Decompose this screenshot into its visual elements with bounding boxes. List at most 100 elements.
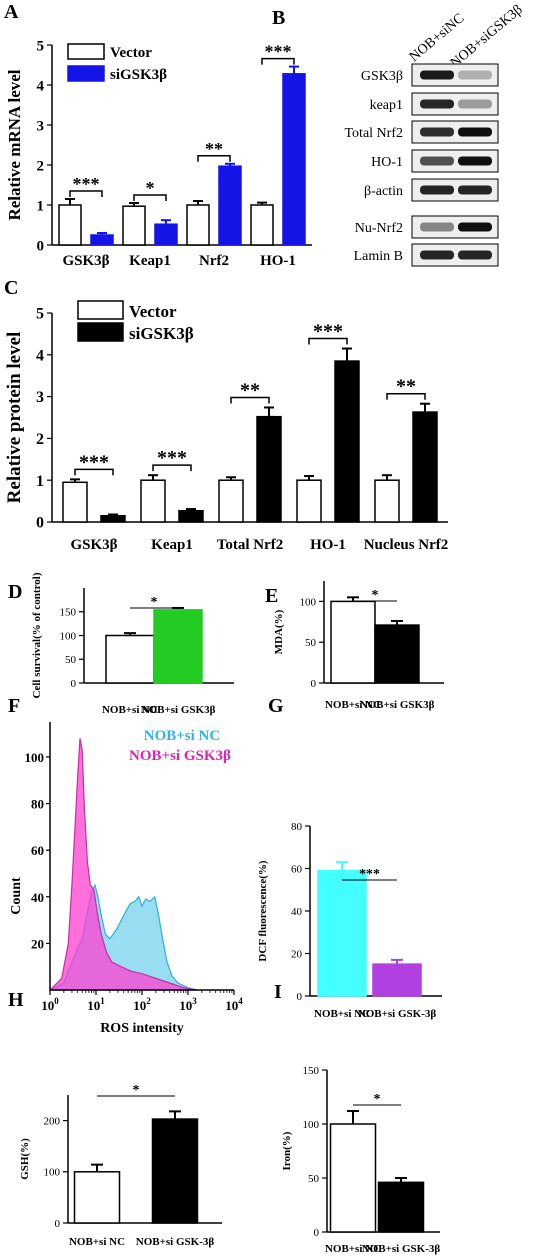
- y-tick-label: 100: [60, 630, 77, 642]
- category-label: HO-1: [260, 253, 296, 269]
- y-tick-label: 0: [55, 1218, 61, 1230]
- y-tick-label: 0: [37, 238, 45, 254]
- category-label: NOB+si NC: [69, 1236, 125, 1248]
- y-tick-label: 3: [36, 389, 44, 406]
- y-tick-label: 4: [37, 78, 45, 94]
- blot-row-label: β-actin: [364, 184, 403, 199]
- significance-bracket: [197, 155, 231, 162]
- category-label: Nrf2: [199, 253, 229, 269]
- band-sigsk3b: [458, 127, 492, 137]
- si-bar: [90, 234, 114, 246]
- band-sigsk3b: [458, 222, 492, 232]
- si-bar: [154, 223, 178, 246]
- y-tick-label: 0: [297, 991, 303, 1003]
- si-bar: [178, 509, 204, 523]
- y-tick-label: 1: [36, 473, 44, 490]
- y-tick-label: 40: [31, 890, 44, 905]
- significance-stars: ***: [79, 451, 109, 473]
- blot-row-label: HO-1: [371, 155, 403, 170]
- y-axis-title: Iron(%): [281, 1131, 293, 1170]
- category-label: NOB+si NC: [325, 1243, 381, 1255]
- blot-column-label: NOB+siGSK3β: [448, 2, 526, 71]
- y-tick-label: 100: [300, 596, 317, 608]
- y-tick-label: 2: [37, 158, 45, 174]
- y-tick-label: 100: [303, 1119, 320, 1131]
- y-axis-title: Count: [9, 877, 24, 915]
- y-tick-label: 60: [31, 843, 44, 858]
- x-tick-label: 101: [87, 996, 105, 1013]
- y-tick-label: 5: [37, 38, 45, 54]
- x-axis-title: ROS intensity: [100, 1021, 184, 1036]
- category-label: GSK3β: [70, 537, 117, 553]
- blot-strip: [411, 120, 499, 144]
- y-tick-label: 3: [37, 118, 45, 134]
- significance-stars: **: [240, 379, 260, 401]
- y-axis-title: MDA(%): [273, 609, 285, 654]
- knockdown-bar: [151, 1118, 199, 1224]
- knockdown-bar: [372, 963, 422, 997]
- protein-bar-chart: 0 1 2 3 4 5 Relative protein level GSK3β *** Keap…: [4, 300, 449, 553]
- panel-letter-d: D: [8, 581, 22, 603]
- vector-bar: [374, 479, 400, 523]
- vector-bar: [218, 479, 244, 523]
- band-sigsk3b: [458, 250, 492, 260]
- control-bar: [329, 1123, 377, 1233]
- significance-stars: *: [133, 1083, 140, 1098]
- panel-letter-i: I: [274, 981, 282, 1003]
- legend-label: Vector: [110, 45, 152, 61]
- category-label: HO-1: [310, 537, 346, 553]
- y-tick-label: 200: [44, 1115, 61, 1127]
- x-tick-label: 104: [225, 996, 243, 1013]
- y-tick-label: 0: [311, 678, 317, 690]
- control-bar: [73, 1171, 121, 1224]
- significance-stars: **: [396, 376, 416, 398]
- vector-bar: [140, 479, 166, 523]
- vector-bar: [62, 481, 88, 523]
- panel-letter-e: E: [265, 585, 278, 607]
- si-bar: [100, 514, 126, 523]
- band-sinc: [420, 222, 454, 232]
- si-bar: [412, 411, 438, 523]
- panel-letter-h: H: [8, 989, 24, 1011]
- significance-bracket: [230, 396, 270, 404]
- blot-row-label: keap1: [370, 98, 403, 113]
- y-tick-label: 0: [36, 515, 44, 532]
- si-bar: [218, 165, 242, 246]
- blot-strip: [411, 63, 499, 87]
- y-tick-label: 20: [291, 948, 303, 960]
- significance-stars: *: [374, 1092, 381, 1107]
- category-label: NOB+si GSK3β: [360, 699, 435, 711]
- y-tick-label: 1: [37, 198, 45, 214]
- category-label: Nucleus Nrf2: [364, 537, 449, 553]
- y-axis-title: Relative mRNA level: [5, 69, 24, 220]
- band-sinc: [420, 127, 454, 137]
- dcf-fluorescence-chart: 0 20 40 60 80 DCF fluorescence(%) NOB+si NCNOB…: [257, 821, 442, 1020]
- si-bar: [282, 73, 306, 246]
- band-sinc: [420, 156, 454, 166]
- legend-label: siGSK3β: [110, 67, 167, 83]
- y-tick-label: 100: [25, 750, 45, 765]
- blot-row-label: Lamin B: [354, 249, 403, 264]
- significance-bracket: [133, 194, 167, 201]
- y-tick-label: 50: [308, 1173, 320, 1185]
- category-label: NOB+si NC: [314, 1008, 370, 1020]
- y-tick-label: 150: [60, 607, 77, 619]
- category-label: NOB+si GSK-3β: [358, 1008, 437, 1020]
- category-label: NOB+si GSK-3β: [136, 1236, 215, 1248]
- category-label: Total Nrf2: [217, 537, 284, 553]
- band-sigsk3b: [458, 156, 492, 166]
- significance-stars: ***: [73, 174, 100, 194]
- blot-strip: [411, 92, 499, 116]
- panel-letter-a: A: [4, 1, 19, 23]
- category-label: NOB+si NC: [102, 704, 158, 716]
- band-sigsk3b: [458, 99, 492, 109]
- y-axis-title: GSH(%): [19, 1138, 31, 1180]
- significance-stars: ***: [157, 447, 187, 469]
- y-tick-label: 0: [71, 678, 77, 690]
- legend-swatch-vector: [77, 300, 124, 320]
- vector-bar: [58, 204, 82, 246]
- y-tick-label: 150: [303, 1065, 320, 1077]
- legend-swatch-vector: [67, 43, 105, 60]
